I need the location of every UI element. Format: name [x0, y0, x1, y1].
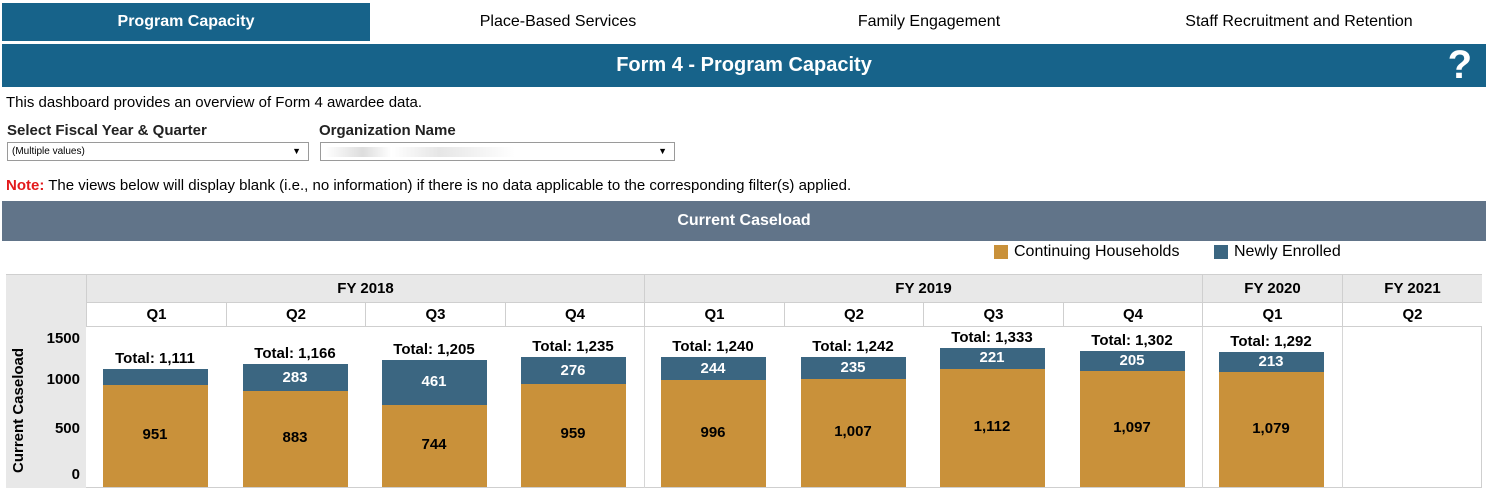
- y-tick-label: 0: [71, 466, 80, 483]
- total-label: Total: 1,333: [951, 328, 1033, 346]
- y-tick-label: 500: [54, 419, 80, 437]
- bar-continuing-households[interactable]: [660, 380, 766, 487]
- fiscal-quarter-dropdown[interactable]: (Multiple values) ▼: [7, 142, 309, 161]
- chevron-down-icon: ▼: [658, 146, 667, 156]
- quarter-header: Q2: [226, 302, 365, 327]
- total-label: Total: 1,242: [812, 337, 894, 355]
- tab-bar: Program Capacity Place-Based Services Fa…: [0, 0, 1490, 42]
- fy-divider: [1202, 327, 1203, 488]
- total-label: Total: 1,240: [672, 337, 754, 355]
- bar-continuing-households[interactable]: [1218, 372, 1324, 487]
- bar-newly-enrolled[interactable]: [242, 363, 348, 392]
- tab-program-capacity[interactable]: Program Capacity: [2, 3, 370, 41]
- data-label-newly: 461: [421, 373, 447, 391]
- data-label-newly: 235: [840, 358, 866, 376]
- data-label-newly: 244: [700, 359, 726, 377]
- quarter-header: Q1: [86, 302, 226, 327]
- fy-divider: [644, 327, 645, 488]
- data-label-continuing: 1,112: [973, 418, 1011, 436]
- total-label: Total: 1,205: [393, 341, 475, 359]
- data-label-continuing: 1,079: [1252, 419, 1290, 437]
- bar-newly-enrolled[interactable]: [381, 360, 487, 405]
- fy-header: FY 2019: [644, 275, 1202, 302]
- help-icon[interactable]: ?: [1447, 43, 1472, 87]
- bar-continuing-households[interactable]: [242, 391, 348, 487]
- data-label-newly: 213: [1258, 353, 1284, 370]
- note-label: Note:: [6, 177, 45, 194]
- bar-newly-enrolled[interactable]: [520, 357, 626, 384]
- quarter-header: Q3: [923, 302, 1063, 327]
- organization-dropdown[interactable]: ▼: [320, 142, 675, 161]
- tab-place-based-services[interactable]: Place-Based Services: [479, 13, 637, 30]
- legend-swatch-continuing: [994, 245, 1008, 259]
- bar-continuing-households[interactable]: [1079, 370, 1185, 487]
- total-label: Total: 1,166: [254, 344, 336, 362]
- fy-header: FY 2018: [86, 275, 644, 302]
- legend-swatch-newly: [1214, 245, 1228, 259]
- y-axis-label: Current Caseload: [10, 347, 27, 473]
- data-label-continuing: 883: [282, 429, 308, 447]
- legend-continuing[interactable]: Continuing Households: [994, 243, 1179, 261]
- data-label-continuing: 1,007: [834, 423, 872, 441]
- form-header: Form 4 - Program Capacity ?: [2, 44, 1486, 87]
- quarter-header: Q1: [644, 302, 784, 327]
- bar-newly-enrolled[interactable]: [660, 356, 766, 381]
- intro-text: This dashboard provides an overview of F…: [6, 94, 423, 111]
- y-tick-label: 1000: [46, 371, 80, 388]
- data-label-continuing: 951: [142, 425, 168, 443]
- quarter-header: Q2: [1342, 302, 1482, 327]
- quarter-header: Q3: [365, 302, 505, 327]
- total-label: Total: 1,111: [115, 350, 195, 368]
- fy-divider: [1342, 327, 1343, 488]
- note-text: The views below will display blank (i.e.…: [44, 177, 852, 194]
- fiscal-dropdown-value: (Multiple values): [12, 146, 85, 157]
- data-label-newly: 221: [979, 349, 1005, 367]
- bar-newly-enrolled[interactable]: [939, 347, 1045, 370]
- bar-newly-enrolled[interactable]: [1079, 350, 1185, 371]
- legend-newly-enrolled[interactable]: Newly Enrolled: [1214, 243, 1341, 261]
- fiscal-filter-label: Select Fiscal Year & Quarter: [7, 122, 207, 139]
- data-label-continuing: 959: [560, 425, 586, 443]
- y-axis-area: [6, 327, 86, 488]
- tab-staff-recruitment[interactable]: Staff Recruitment and Retention: [1185, 13, 1413, 30]
- section-title: Current Caseload: [2, 201, 1486, 241]
- data-label-continuing: 744: [421, 435, 447, 453]
- total-label: Total: 1,235: [532, 338, 614, 356]
- bar-continuing-households[interactable]: [102, 384, 208, 487]
- note: Note: The views below will display blank…: [6, 177, 851, 194]
- org-filter-label: Organization Name: [319, 122, 456, 139]
- data-label-newly: 276: [560, 361, 586, 379]
- chevron-down-icon: ▼: [292, 146, 301, 156]
- bar-continuing-households[interactable]: [520, 383, 626, 487]
- y-tick-label: 1500: [46, 329, 80, 347]
- bar-continuing-households[interactable]: [381, 404, 487, 487]
- bar-continuing-households[interactable]: [939, 369, 1045, 487]
- data-label-newly: 205: [1119, 351, 1145, 369]
- fy-header: FY 2021: [1342, 275, 1482, 302]
- bar-newly-enrolled[interactable]: [102, 369, 208, 385]
- page-title: Form 4 - Program Capacity: [616, 54, 872, 76]
- quarter-header: Q4: [505, 302, 644, 327]
- data-label-newly: 283: [282, 368, 308, 386]
- org-dropdown-value: [325, 147, 515, 157]
- bar-newly-enrolled[interactable]: [800, 356, 906, 380]
- total-label: Total: 1,292: [1230, 332, 1312, 350]
- bar-newly-enrolled[interactable]: [1218, 351, 1324, 373]
- chart-corner: [6, 275, 86, 327]
- quarter-header: Q1: [1202, 302, 1342, 327]
- data-label-continuing: 996: [700, 423, 726, 441]
- tab-family-engagement[interactable]: Family Engagement: [857, 13, 1001, 30]
- legend-label-continuing: Continuing Households: [1014, 243, 1180, 260]
- bar-continuing-households[interactable]: [800, 379, 906, 487]
- data-label-continuing: 1,097: [1113, 418, 1151, 436]
- total-label: Total: 1,302: [1091, 331, 1173, 349]
- legend-label-newly: Newly Enrolled: [1234, 243, 1341, 260]
- quarter-header: Q4: [1063, 302, 1202, 327]
- quarter-header: Q2: [784, 302, 923, 327]
- fy-header: FY 2020: [1202, 275, 1342, 302]
